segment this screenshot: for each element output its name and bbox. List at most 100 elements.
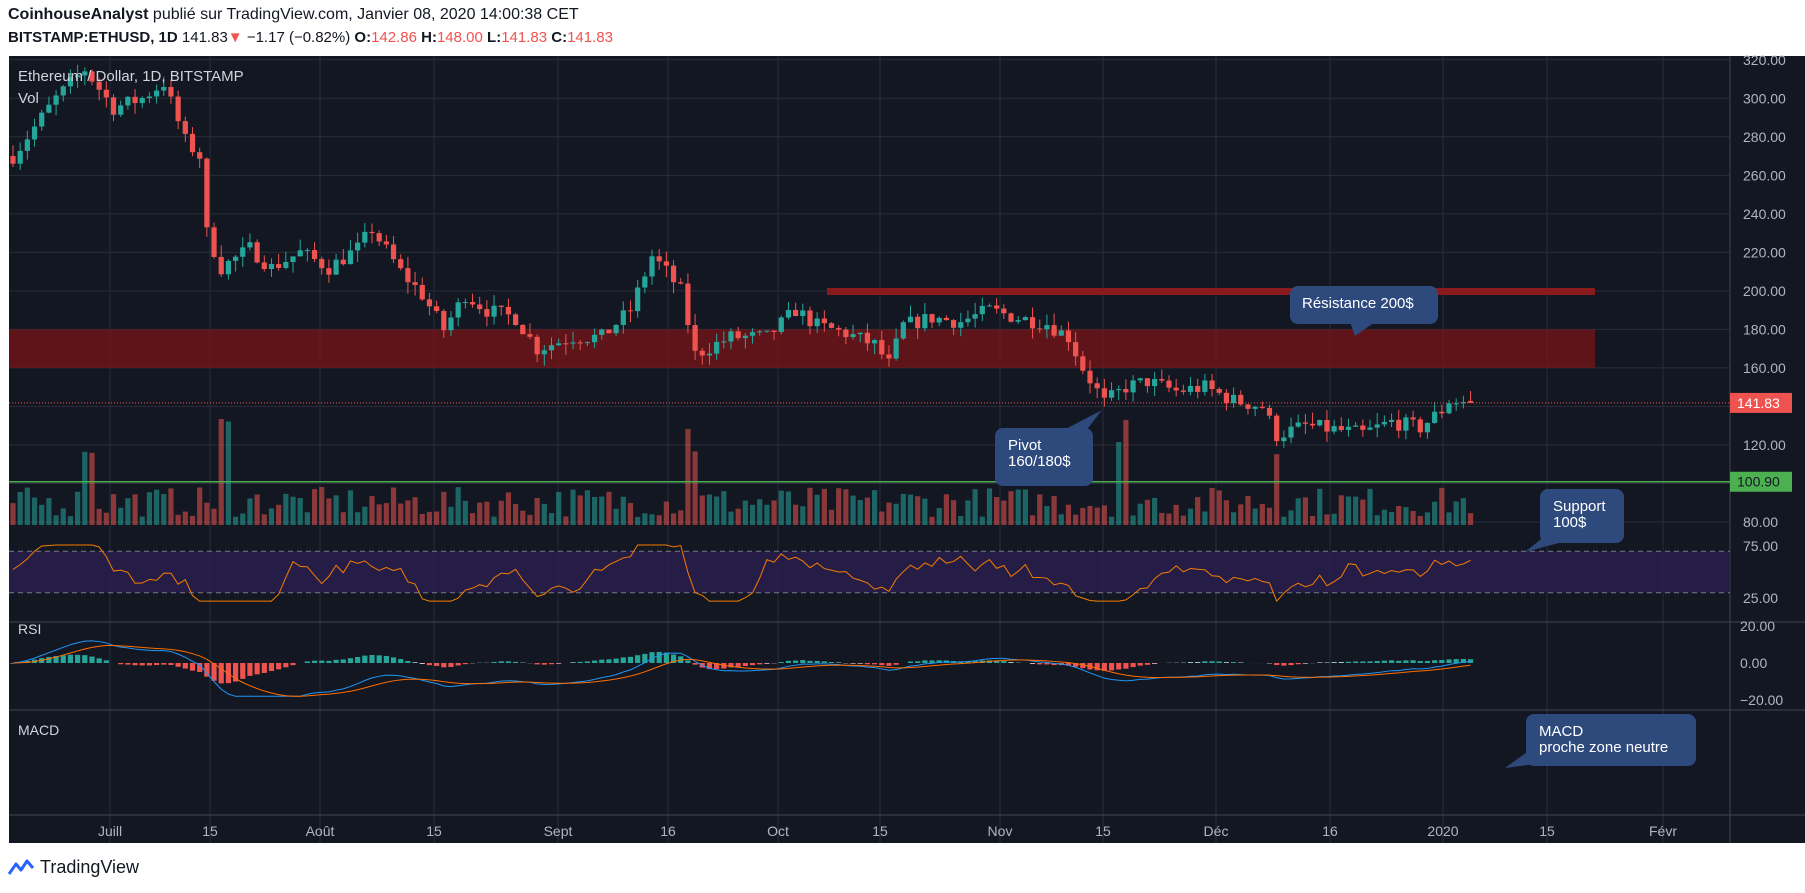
volume-bar	[1309, 516, 1316, 525]
candle-body	[1453, 403, 1459, 405]
candle-body	[771, 330, 777, 332]
candle-body	[857, 332, 863, 335]
candle-body	[1266, 407, 1273, 416]
candle-body	[1137, 378, 1143, 381]
candle-body	[749, 332, 756, 336]
macd-histogram-bar	[649, 652, 655, 663]
macd-histogram-bar	[103, 660, 109, 663]
volume-bar	[965, 500, 971, 525]
resistance-callout[interactable]: Résistance 200$	[1290, 286, 1438, 336]
rsi-label: RSI	[18, 621, 41, 637]
low-label: L:	[487, 29, 502, 46]
volume-bar	[390, 487, 397, 525]
macd-histogram-bar	[706, 663, 713, 670]
author-name[interactable]: CoinhouseAnalyst	[8, 6, 149, 23]
macd-histogram-bar	[793, 660, 799, 663]
macd-histogram-bar	[441, 663, 447, 668]
candle-body	[505, 306, 512, 315]
macd-histogram-bar	[75, 654, 81, 663]
candle-body	[304, 250, 310, 252]
candle-body	[915, 316, 921, 329]
volume-bar	[319, 487, 325, 525]
macd-histogram-bar	[1460, 659, 1466, 663]
volume-bar	[1460, 498, 1466, 525]
volume-bar	[577, 495, 583, 525]
macd-histogram-bar	[247, 663, 253, 676]
macd-histogram-bar	[161, 663, 167, 665]
open-value: 142.86	[371, 29, 417, 46]
volume-bar	[103, 512, 109, 525]
candle-body	[175, 96, 181, 122]
tradingview-footer[interactable]: TradingView	[8, 857, 139, 878]
volume-bar	[477, 502, 483, 525]
macd-histogram-bar	[204, 663, 210, 677]
macd-histogram-bar	[915, 661, 921, 663]
volume-bar	[836, 488, 842, 525]
volume-bar	[1037, 494, 1043, 525]
volume-bar	[247, 498, 253, 525]
rsi-tick: 25.00	[1743, 590, 1778, 606]
candle-body	[620, 310, 626, 325]
candle-body	[728, 331, 734, 342]
volume-bar	[1367, 488, 1373, 525]
volume-bar	[1439, 487, 1445, 525]
macd-histogram-bar	[376, 655, 382, 663]
macd-histogram-bar	[82, 655, 88, 663]
macd-histogram-bar	[218, 663, 224, 684]
macd-histogram-bar	[1108, 663, 1115, 671]
publication-info: publié sur TradingView.com, Janvier 08, …	[148, 6, 579, 23]
candle-body	[333, 259, 339, 275]
volume-bar	[685, 429, 691, 525]
volume-bar	[900, 493, 906, 525]
macd-histogram-bar	[1360, 661, 1366, 663]
macd-histogram-bar	[1231, 662, 1237, 663]
volume-bar	[340, 512, 346, 525]
volume-bar	[1467, 513, 1474, 525]
volume-bar	[915, 496, 921, 525]
macd-histogram-bar	[620, 657, 626, 663]
candle-body	[872, 340, 878, 344]
volume-bar	[268, 508, 275, 525]
volume-bar	[922, 498, 928, 525]
volume-bar	[548, 513, 555, 525]
macd-histogram-bar	[556, 663, 562, 664]
macd-tick: −20.00	[1740, 692, 1783, 708]
volume-bar	[1223, 500, 1230, 525]
price-axis[interactable]	[1730, 56, 1805, 843]
candle-body	[757, 331, 763, 333]
volume-bar	[89, 452, 95, 525]
macd-histogram-bar	[211, 663, 217, 681]
time-tick: 15	[872, 823, 888, 839]
candle-body	[1073, 342, 1079, 357]
macd-histogram-bar	[1187, 662, 1194, 663]
pivot-callout-tail	[1060, 410, 1102, 432]
macd-histogram-bar	[311, 660, 318, 663]
macd-histogram-bar	[347, 658, 354, 663]
macd-histogram-bar	[1130, 663, 1136, 668]
volume-bar	[1094, 507, 1100, 525]
candle-body	[584, 342, 590, 344]
candle-body	[1001, 308, 1007, 314]
volume-bar	[1029, 515, 1036, 525]
volume-bar	[1432, 501, 1438, 525]
macd-histogram-bar	[390, 657, 397, 663]
volume-bar	[10, 503, 16, 525]
volume-bar	[1381, 509, 1387, 525]
candle-body	[1324, 420, 1330, 432]
macd-histogram-bar	[534, 663, 540, 665]
volume-bar	[591, 496, 598, 525]
candle-body	[491, 305, 497, 317]
macd-histogram-bar	[434, 663, 440, 666]
candle-body	[24, 139, 30, 151]
symbol-label: BITSTAMP:ETHUSD, 1D	[8, 29, 178, 46]
volume-bar	[520, 510, 526, 525]
candle-body	[326, 268, 332, 275]
volume-bar	[958, 515, 964, 525]
volume-bar	[714, 496, 720, 525]
candle-body	[498, 305, 504, 307]
candle-body	[1396, 419, 1402, 431]
